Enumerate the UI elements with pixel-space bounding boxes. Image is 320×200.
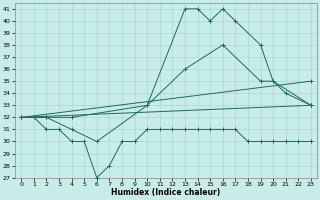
- X-axis label: Humidex (Indice chaleur): Humidex (Indice chaleur): [111, 188, 221, 197]
